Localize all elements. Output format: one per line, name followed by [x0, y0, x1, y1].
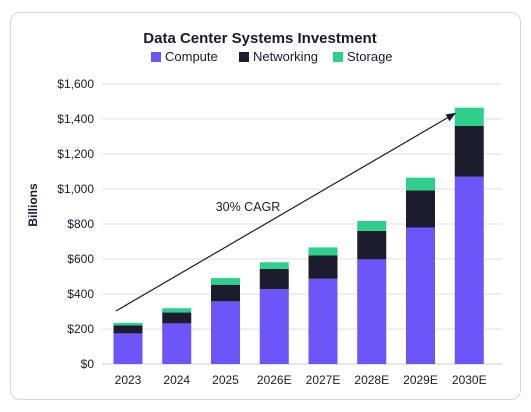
- bar-compute-2029e: [406, 227, 435, 364]
- bar-compute-2030e: [454, 176, 484, 364]
- x-tick-label: 2024: [163, 373, 190, 387]
- legend-label-compute: Compute: [165, 49, 218, 64]
- bar-compute-2025: [211, 301, 240, 364]
- bar-compute-2024: [162, 323, 192, 364]
- bar-networking-2026e: [259, 268, 289, 290]
- bar-compute-2023: [113, 333, 143, 364]
- y-axis-label: Billions: [26, 183, 40, 227]
- x-tick-label: 2028E: [354, 373, 389, 387]
- x-tick-label: 2027E: [306, 373, 341, 387]
- x-tick-label: 2030E: [452, 373, 487, 387]
- legend-swatch-storage: [333, 52, 343, 62]
- y-tick-label: $0: [81, 357, 95, 371]
- bar-compute-2026e: [259, 289, 289, 364]
- bar-storage-2026e: [259, 262, 289, 269]
- cagr-annotation: 30% CAGR: [216, 200, 281, 214]
- bar-storage-2027e: [308, 247, 338, 256]
- bar-networking-2030e: [454, 126, 484, 177]
- bar-compute-2027e: [308, 278, 338, 364]
- x-axis-ticks: 2023 2024 2025 2026E 2027E 2028E 2029E 2030E: [115, 373, 487, 387]
- y-tick-label: $1,000: [57, 182, 94, 196]
- bar-storage-2028e: [357, 221, 387, 231]
- legend-label-networking: Networking: [253, 49, 318, 64]
- legend-swatch-compute: [151, 52, 161, 62]
- x-tick-label: 2029E: [403, 373, 438, 387]
- bar-storage-2024: [162, 308, 192, 313]
- bar-compute-2028e: [357, 259, 387, 364]
- y-tick-label: $800: [67, 217, 94, 231]
- bar-networking-2024: [162, 312, 192, 324]
- bar-networking-2025: [211, 284, 240, 302]
- y-tick-label: $400: [67, 287, 94, 301]
- bar-storage-2025: [211, 278, 240, 285]
- y-tick-label: $1,600: [57, 77, 94, 91]
- bar-storage-2023: [113, 322, 143, 326]
- y-tick-label: $1,400: [57, 112, 94, 126]
- chart-legend: Compute Networking Storage: [151, 49, 393, 64]
- gridlines: [102, 83, 502, 365]
- bar-networking-2023: [113, 325, 143, 334]
- bar-networking-2027e: [308, 255, 338, 279]
- y-tick-label: $600: [67, 252, 94, 266]
- cagr-arrow: [115, 112, 457, 312]
- x-tick-label: 2023: [115, 373, 142, 387]
- y-axis-ticks: $0 $200 $400 $600 $800 $1,000 $1,200 $1,400 $1,6…: [57, 77, 94, 371]
- y-tick-label: $200: [67, 322, 94, 336]
- bars: [113, 107, 484, 364]
- legend-label-storage: Storage: [347, 49, 393, 64]
- x-tick-label: 2025: [212, 373, 239, 387]
- bar-storage-2030e: [454, 107, 484, 126]
- bar-storage-2029e: [406, 177, 435, 191]
- y-tick-label: $1,200: [57, 147, 94, 161]
- bar-networking-2028e: [357, 231, 387, 260]
- legend-swatch-networking: [239, 52, 249, 62]
- x-tick-label: 2026E: [257, 373, 292, 387]
- chart-title: Data Center Systems Investment: [143, 30, 376, 47]
- bar-networking-2029e: [406, 190, 435, 228]
